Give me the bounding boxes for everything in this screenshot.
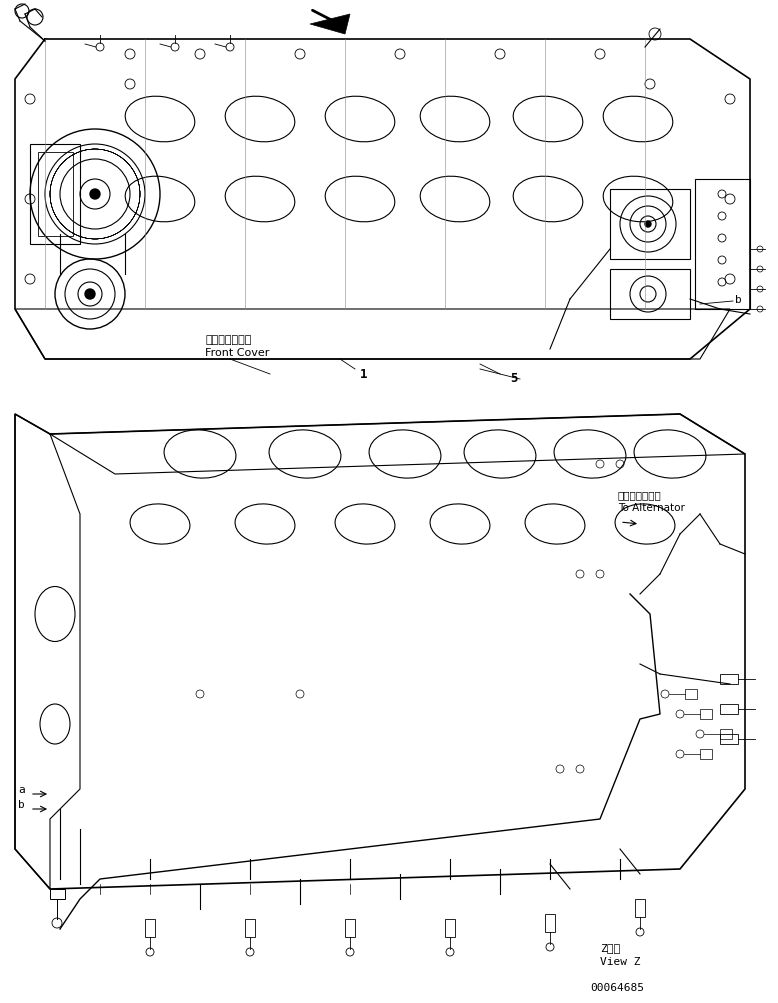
- Text: Z　視: Z 視: [600, 942, 620, 952]
- Bar: [720, 704, 738, 714]
- Text: a: a: [18, 784, 25, 794]
- Text: オルタネータヘ: オルタネータヘ: [618, 489, 662, 499]
- Bar: [445, 919, 455, 937]
- Text: 00064685: 00064685: [590, 982, 644, 992]
- Bar: [50, 889, 65, 899]
- Bar: [700, 749, 712, 759]
- Bar: [720, 734, 738, 744]
- Text: b: b: [735, 295, 741, 305]
- Circle shape: [90, 190, 100, 200]
- Bar: [610, 270, 690, 320]
- Polygon shape: [310, 15, 350, 35]
- Bar: [720, 674, 738, 684]
- Text: Front Cover: Front Cover: [205, 348, 269, 358]
- Text: 1: 1: [360, 368, 367, 381]
- Bar: [700, 709, 712, 719]
- Bar: [145, 919, 155, 937]
- Bar: [695, 180, 750, 310]
- Bar: [345, 919, 355, 937]
- Bar: [38, 152, 73, 237]
- Bar: [30, 144, 80, 245]
- Text: To Alternator: To Alternator: [618, 503, 685, 513]
- Bar: [610, 190, 690, 260]
- Bar: [635, 899, 645, 917]
- Text: フロントカバー: フロントカバー: [205, 335, 251, 345]
- Bar: [545, 914, 555, 932]
- Text: 5: 5: [510, 371, 517, 384]
- Circle shape: [85, 290, 95, 300]
- Bar: [720, 729, 732, 739]
- Bar: [245, 919, 255, 937]
- Text: b: b: [18, 799, 25, 809]
- Bar: [685, 689, 697, 699]
- Circle shape: [645, 222, 651, 228]
- Text: View Z: View Z: [600, 956, 640, 966]
